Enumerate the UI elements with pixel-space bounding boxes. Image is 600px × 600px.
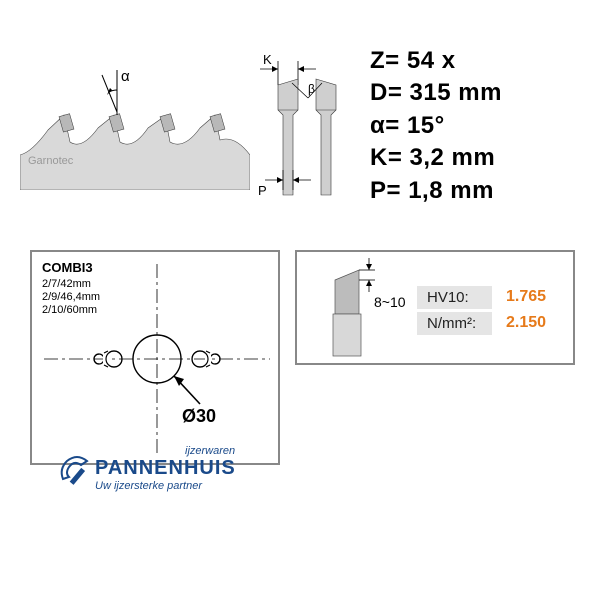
spec-k: K= 3,2 mm: [370, 142, 502, 174]
spec-alpha: α= 15°: [370, 110, 502, 142]
bore-diagram: Ø30: [32, 252, 282, 467]
hardness-row: N/mm²: 2.150: [417, 310, 546, 336]
brand-logo: ijzerwaren PANNENHUIS Uw ijzersterke par…: [65, 445, 315, 492]
bore-label: Ø30: [182, 406, 216, 426]
tooth-left: [278, 79, 298, 195]
hardness-value: 2.150: [506, 314, 546, 332]
spec-p: P= 1,8 mm: [370, 175, 502, 207]
spec-d: D= 315 mm: [370, 77, 502, 109]
spec-list: Z= 54 x D= 315 mm α= 15° K= 3,2 mm P= 1,…: [370, 45, 502, 207]
bottom-row: COMBI3 2/7/42mm 2/9/46,4mm 2/10/60mm: [30, 250, 575, 465]
k-symbol: K: [263, 55, 272, 67]
logo-icon: [57, 451, 95, 489]
blade-profile-diagram: α: [20, 60, 250, 190]
tip-angle-label: 8~10: [374, 294, 406, 310]
logo-sub-text: Uw ijzersterke partner: [95, 480, 315, 492]
tooth-dimension-diagram: K β P: [250, 55, 360, 205]
tip-angle-diagram: 8~10: [297, 252, 407, 367]
bore-combi-box: COMBI3 2/7/42mm 2/9/46,4mm 2/10/60mm: [30, 250, 280, 465]
hardness-box: 8~10 HV10: 1.765 N/mm²: 2.150: [295, 250, 575, 365]
tooth-right: [316, 79, 336, 195]
hardness-value: 1.765: [506, 288, 546, 306]
hardness-row: HV10: 1.765: [417, 284, 546, 310]
hardness-table: HV10: 1.765 N/mm²: 2.150: [417, 284, 546, 336]
top-spec-row: α Garnotec K β P Z= 5: [0, 30, 600, 190]
logo-main-text: PANNENHUIS: [95, 457, 315, 480]
beta-symbol: β: [308, 82, 315, 96]
spec-z: Z= 54 x: [370, 45, 502, 77]
hardness-label: N/mm²:: [417, 312, 492, 335]
p-symbol: P: [258, 183, 267, 198]
brand-watermark: Garnotec: [28, 155, 73, 167]
logo-top-text: ijzerwaren: [185, 445, 315, 457]
hardness-label: HV10:: [417, 286, 492, 309]
alpha-symbol: α: [121, 68, 130, 85]
